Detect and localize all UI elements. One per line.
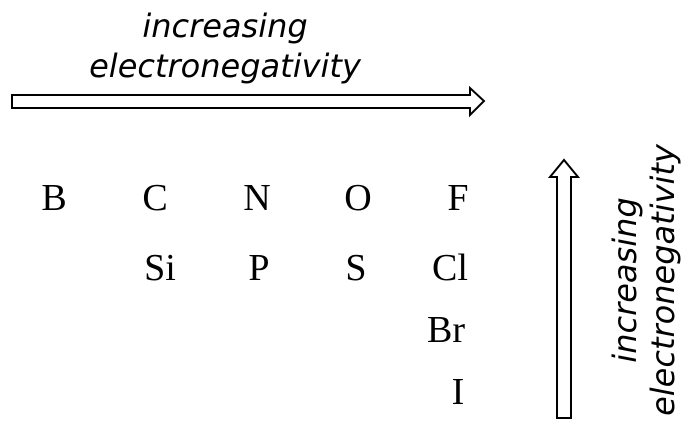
element-chlorine: Cl xyxy=(432,247,468,289)
element-oxygen: O xyxy=(344,177,372,219)
horizontal-caption-line-1: increasing xyxy=(142,7,308,45)
arrow-right-outline-icon xyxy=(11,85,486,118)
element-carbon: C xyxy=(142,177,168,219)
horizontal-caption-line-2: electronegativity xyxy=(89,47,361,85)
element-bromine: Br xyxy=(427,309,465,351)
arrow-up-outline-icon xyxy=(547,158,581,419)
element-nitrogen: N xyxy=(243,177,271,219)
element-sulfur: S xyxy=(345,247,367,289)
vertical-caption-line-2: electronegativity xyxy=(644,144,682,416)
element-phosphorus: P xyxy=(248,247,270,289)
element-silicon: Si xyxy=(144,247,176,289)
vertical-caption-line-1: increasing xyxy=(606,197,644,363)
element-fluorine: F xyxy=(447,177,469,219)
element-iodine: I xyxy=(451,371,465,413)
element-boron: B xyxy=(41,177,67,219)
